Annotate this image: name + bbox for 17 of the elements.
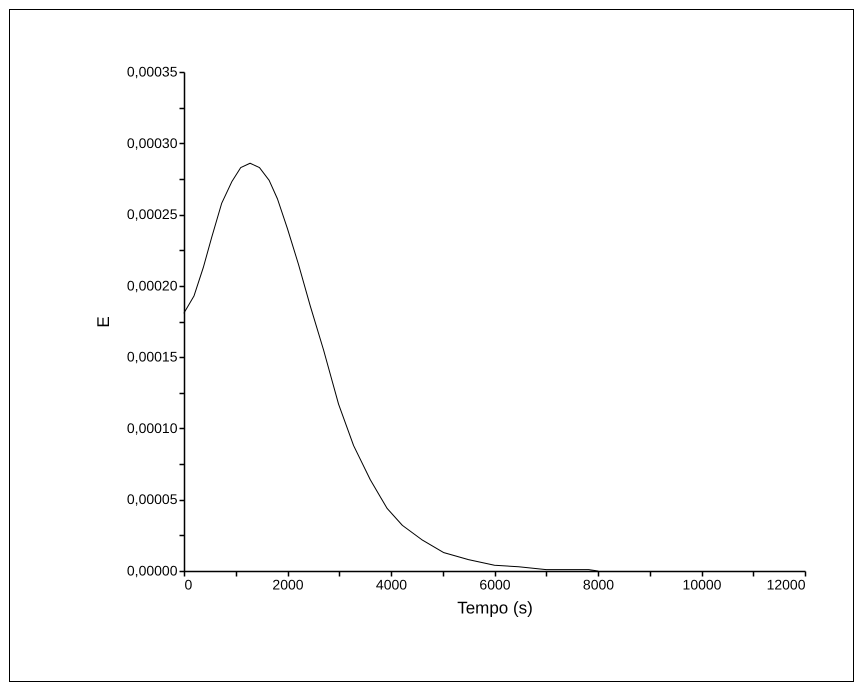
y-tick-label: 0,00005 <box>126 491 178 508</box>
x-tick-label: 4000 <box>376 576 408 592</box>
y-tick-label: 0,00015 <box>126 348 178 365</box>
y-tick-label: 0,00030 <box>126 134 178 151</box>
y-tick-label: 0,00035 <box>126 64 178 80</box>
y-axis-title: E <box>94 316 113 328</box>
x-tick-label: 8000 <box>582 576 614 592</box>
x-tick-label: 10000 <box>682 576 722 592</box>
x-tick-label: 2000 <box>272 576 304 592</box>
y-tick-label: 0,00000 <box>126 562 178 578</box>
y-tick-label: 0,00010 <box>126 420 178 436</box>
x-tick-label: 12000 <box>766 576 806 592</box>
x-tick-label: 6000 <box>479 576 511 592</box>
x-axis-title: Tempo (s) <box>457 598 533 618</box>
y-tick-label: 0,00020 <box>126 277 178 294</box>
y-tick-label: 0,00025 <box>126 206 178 222</box>
x-tick-label: 0 <box>184 576 192 592</box>
